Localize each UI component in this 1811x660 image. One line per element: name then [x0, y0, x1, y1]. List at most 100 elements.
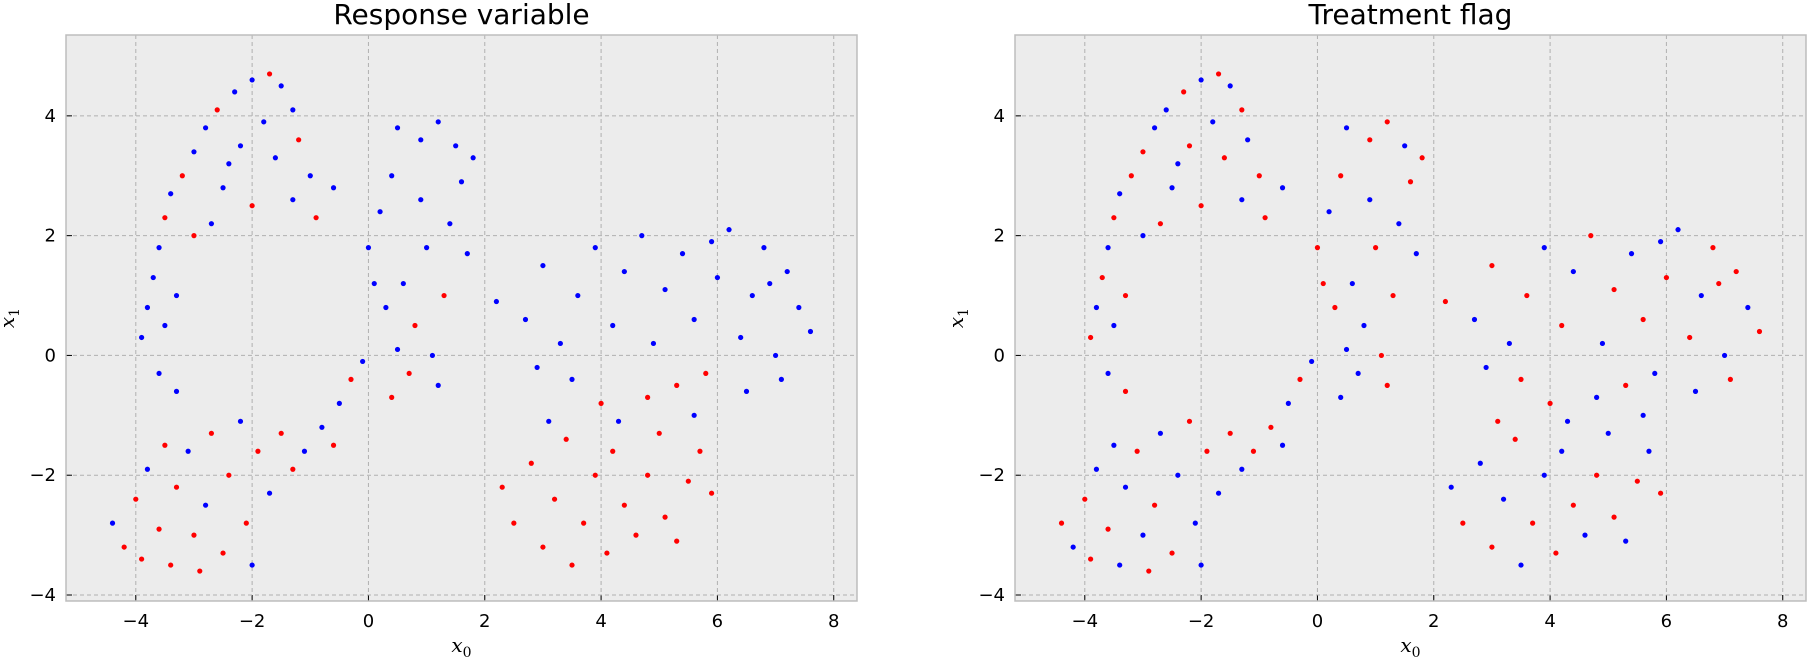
- data-point: [726, 227, 732, 233]
- data-point: [1117, 191, 1123, 197]
- data-point: [144, 466, 151, 472]
- data-point: [1355, 370, 1361, 377]
- x-axis-label-main: x: [451, 633, 462, 657]
- data-point: [621, 502, 627, 508]
- data-point: [1239, 107, 1245, 113]
- data-point: [389, 173, 395, 179]
- data-point: [1756, 328, 1763, 335]
- data-point: [1384, 119, 1390, 125]
- data-point: [1186, 143, 1193, 149]
- data-point: [447, 221, 453, 227]
- data-point: [1343, 346, 1350, 353]
- data-point: [1623, 382, 1629, 388]
- data-point: [261, 119, 267, 125]
- data-point: [1221, 155, 1227, 161]
- data-point: [243, 520, 249, 526]
- data-point: [139, 334, 145, 341]
- data-point: [1390, 292, 1396, 299]
- data-point: [1245, 137, 1251, 143]
- data-point: [278, 83, 284, 89]
- data-point: [173, 484, 180, 490]
- data-point: [150, 274, 156, 281]
- data-point: [511, 520, 517, 526]
- data-point: [400, 280, 406, 287]
- data-point: [1541, 245, 1547, 251]
- data-point: [1471, 316, 1478, 323]
- data-point: [1134, 448, 1140, 454]
- data-point: [540, 544, 546, 550]
- data-point: [1710, 245, 1716, 251]
- data-point: [1582, 532, 1588, 538]
- y-axis-label-sub: 1: [7, 308, 23, 317]
- data-point: [1384, 382, 1390, 388]
- data-point: [1128, 173, 1134, 179]
- data-point: [1093, 466, 1100, 472]
- data-point: [1634, 478, 1640, 484]
- data-point: [650, 340, 657, 347]
- y-axis-label: x1: [0, 308, 23, 328]
- data-point: [784, 268, 790, 275]
- data-point: [1146, 568, 1152, 574]
- x-tick-label: 8: [828, 611, 839, 632]
- data-point: [1373, 245, 1379, 251]
- data-point: [389, 394, 395, 400]
- data-point: [1169, 550, 1175, 556]
- data-point: [1082, 496, 1088, 502]
- data-point: [1210, 119, 1216, 125]
- data-point: [1250, 448, 1257, 454]
- data-point: [1181, 89, 1187, 95]
- data-point: [1070, 544, 1076, 550]
- data-point: [1088, 334, 1094, 341]
- data-point: [191, 233, 197, 239]
- data-point: [761, 245, 767, 251]
- data-point: [685, 478, 691, 484]
- data-point: [226, 472, 232, 478]
- data-point: [412, 322, 418, 329]
- data-point: [435, 119, 441, 125]
- data-point: [1594, 472, 1600, 478]
- data-point: [1268, 424, 1274, 430]
- plot-background: [1015, 35, 1806, 601]
- data-point: [1413, 251, 1419, 257]
- data-point: [1594, 394, 1600, 400]
- data-point: [348, 376, 354, 382]
- data-point: [1169, 185, 1175, 191]
- data-point: [168, 191, 174, 197]
- data-point: [540, 262, 546, 269]
- data-point: [569, 562, 575, 568]
- data-point: [1692, 388, 1699, 394]
- data-point: [767, 280, 773, 287]
- data-point: [645, 394, 651, 400]
- data-point: [749, 292, 755, 299]
- y-tick-label: 2: [994, 226, 1005, 247]
- data-point: [453, 143, 459, 149]
- data-point: [639, 233, 645, 239]
- data-point: [1657, 490, 1664, 496]
- x-tick-label: 0: [363, 611, 374, 632]
- data-point: [1175, 472, 1181, 478]
- x-tick-label: 2: [1428, 611, 1439, 632]
- data-point: [1111, 322, 1117, 329]
- data-point: [162, 215, 168, 221]
- data-point: [1419, 155, 1425, 161]
- data-point: [435, 382, 441, 388]
- y-tick-label: 4: [994, 106, 1005, 127]
- x-tick-label: 6: [712, 611, 723, 632]
- data-point: [1570, 502, 1576, 508]
- data-point: [1588, 233, 1594, 239]
- data-point: [645, 472, 651, 478]
- data-point: [1367, 137, 1373, 143]
- data-point: [156, 245, 162, 251]
- data-point: [406, 370, 412, 377]
- data-point: [528, 460, 534, 466]
- data-point: [173, 388, 180, 394]
- data-point: [1518, 562, 1524, 568]
- data-point: [418, 197, 424, 203]
- data-point: [319, 424, 325, 430]
- data-point: [743, 388, 750, 394]
- data-point: [237, 143, 244, 149]
- data-point: [1721, 352, 1728, 359]
- plot-background: [66, 35, 857, 601]
